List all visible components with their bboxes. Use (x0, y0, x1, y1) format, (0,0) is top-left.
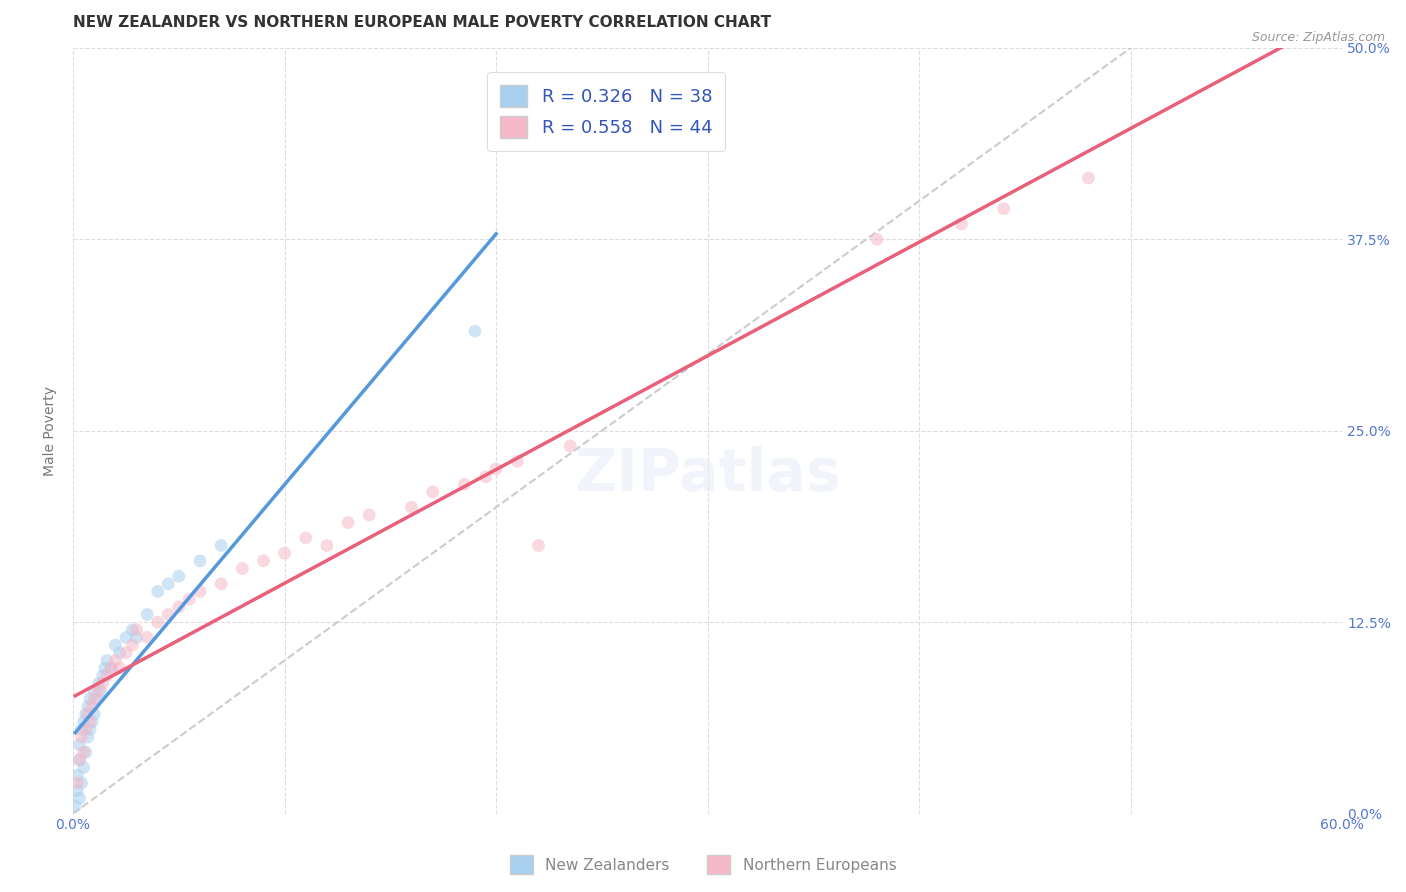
Point (464, 324, 486, 338)
Point (87, 684, 110, 698)
Point (66, 776, 89, 790)
Point (273, 546, 295, 560)
Point (75, 723, 97, 737)
Point (82, 714, 104, 729)
Point (115, 631, 138, 645)
Point (91, 676, 114, 690)
Point (66, 768, 89, 782)
Point (316, 539, 339, 553)
Point (146, 584, 169, 599)
Text: Source: ZipAtlas.com: Source: ZipAtlas.com (1251, 31, 1385, 45)
Y-axis label: Male Poverty: Male Poverty (44, 385, 58, 475)
Point (453, 477, 475, 491)
Point (83, 691, 105, 706)
Point (167, 569, 190, 583)
Point (77, 706, 100, 721)
Point (77, 730, 100, 744)
Point (866, 232, 889, 246)
Point (252, 554, 274, 568)
Point (96, 669, 118, 683)
Point (560, 439, 582, 453)
Point (188, 584, 211, 599)
Legend: New Zealanders, Northern Europeans: New Zealanders, Northern Europeans (503, 849, 903, 880)
Point (146, 615, 169, 629)
Point (188, 554, 211, 568)
Point (83, 706, 105, 721)
Point (67, 753, 90, 767)
Point (100, 661, 122, 675)
Point (86, 691, 108, 706)
Point (82, 699, 104, 714)
Point (63, 798, 86, 813)
Point (294, 531, 316, 545)
Point (73, 714, 96, 729)
Point (115, 646, 138, 660)
Point (79, 714, 101, 729)
Point (87, 676, 110, 690)
Point (100, 661, 122, 675)
Point (231, 561, 253, 575)
Point (70, 723, 93, 737)
Point (125, 623, 148, 637)
Point (96, 653, 118, 667)
Point (79, 691, 101, 706)
Text: ZIPatlas: ZIPatlas (575, 446, 841, 503)
Point (993, 202, 1015, 216)
Point (157, 577, 180, 591)
Point (73, 745, 96, 759)
Point (66, 783, 89, 797)
Point (67, 753, 90, 767)
Point (337, 516, 360, 530)
Point (79, 723, 101, 737)
Point (108, 661, 131, 675)
Point (94, 661, 117, 675)
Point (125, 631, 148, 645)
Point (527, 539, 550, 553)
Point (209, 577, 232, 591)
Point (70, 730, 93, 744)
Point (104, 653, 127, 667)
Point (422, 485, 444, 500)
Point (506, 454, 529, 468)
Point (157, 607, 180, 622)
Legend: R = 0.326   N = 38, R = 0.558   N = 44: R = 0.326 N = 38, R = 0.558 N = 44 (488, 72, 725, 151)
Point (485, 462, 508, 476)
Point (359, 508, 381, 522)
Point (70, 776, 93, 790)
Point (136, 631, 159, 645)
Point (1077, 171, 1099, 186)
Point (77, 699, 100, 714)
Point (67, 738, 90, 752)
Point (179, 592, 201, 607)
Point (75, 706, 97, 721)
Point (75, 745, 97, 759)
Point (474, 469, 496, 483)
Point (136, 607, 159, 622)
Point (108, 646, 131, 660)
Point (121, 623, 143, 637)
Point (104, 638, 127, 652)
Point (401, 500, 423, 515)
Point (167, 599, 190, 614)
Point (67, 791, 90, 805)
Text: NEW ZEALANDER VS NORTHERN EUROPEAN MALE POVERTY CORRELATION CHART: NEW ZEALANDER VS NORTHERN EUROPEAN MALE … (73, 15, 772, 30)
Point (83, 684, 105, 698)
Point (90, 684, 112, 698)
Point (73, 761, 96, 775)
Point (209, 539, 232, 553)
Point (121, 638, 143, 652)
Point (91, 669, 114, 683)
Point (950, 217, 973, 231)
